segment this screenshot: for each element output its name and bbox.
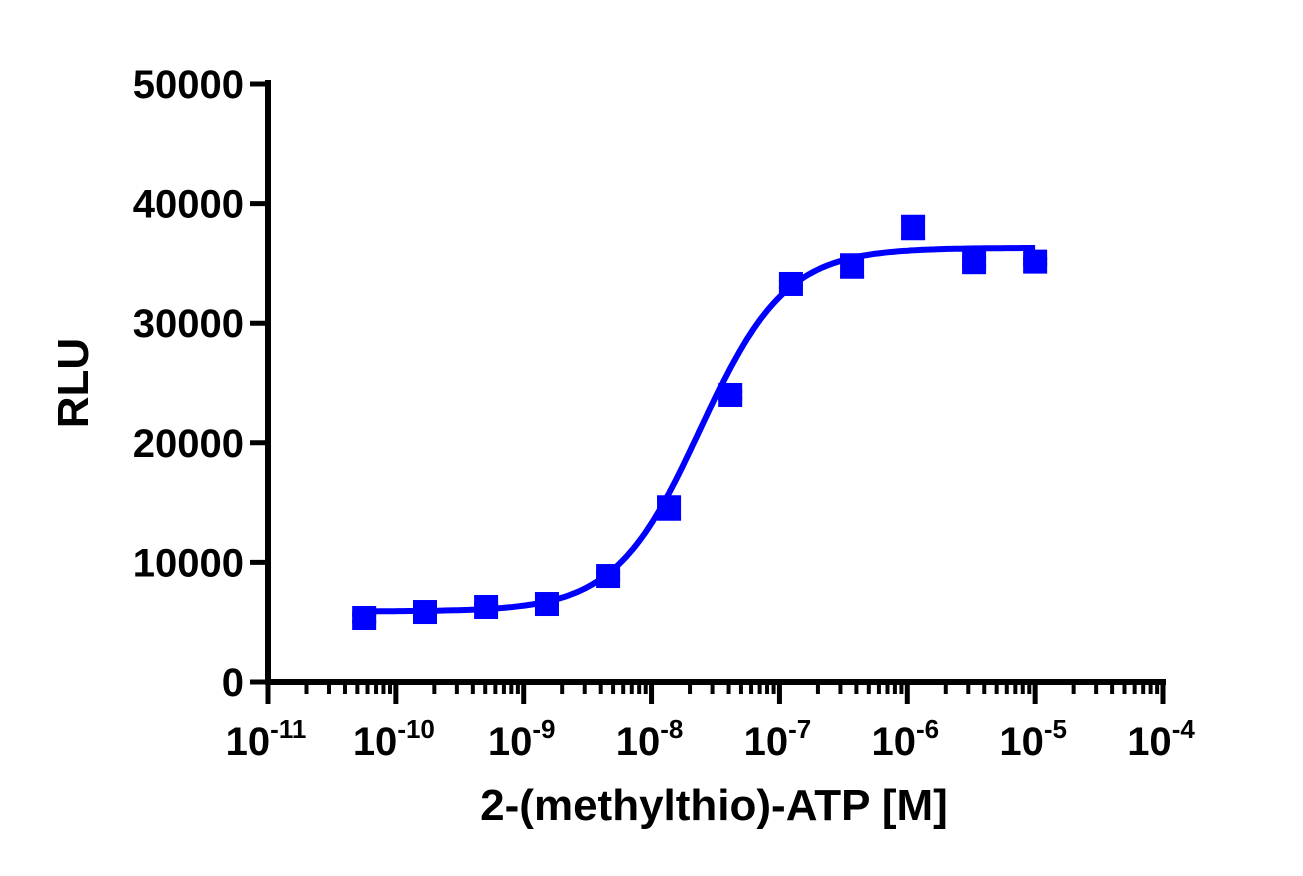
data-point (534, 592, 559, 617)
x-tick-label: 10-4 (1127, 714, 1195, 764)
y-tick-label: 20000 (133, 422, 244, 466)
data-point (778, 271, 803, 296)
y-tick-label: 0 (222, 661, 244, 705)
data-point (901, 215, 926, 240)
data-point (596, 564, 621, 589)
data-point (412, 600, 437, 625)
axes (250, 80, 1166, 704)
data-point (1023, 249, 1048, 274)
fit-curve (364, 245, 1036, 615)
data-point (718, 382, 743, 407)
x-tick-label: 10-6 (871, 714, 939, 764)
data-point (352, 606, 377, 631)
x-tick-label: 10-7 (744, 714, 812, 764)
y-tick-label: 10000 (133, 541, 244, 585)
x-tick-label: 10-11 (226, 714, 307, 764)
x-tick-label: 10-9 (488, 714, 556, 764)
y-tick-label: 50000 (133, 63, 244, 107)
x-axis-label: 2-(methylthio)-ATP [M] (480, 781, 948, 830)
data-point (840, 254, 865, 279)
y-tick-label: 40000 (133, 183, 244, 227)
y-axis-label: RLU (49, 338, 98, 428)
y-tick-label: 30000 (133, 302, 244, 346)
x-tick-label: 10-8 (616, 714, 684, 764)
tick-labels: 0 10000 20000 30000 40000 50000 10-11 10-10 10-9… (133, 63, 1196, 764)
data-point (474, 595, 499, 620)
x-tick-label: 10-5 (999, 714, 1067, 764)
data-point (962, 250, 987, 275)
data-point (657, 495, 682, 520)
x-tick-label: 10-10 (353, 714, 435, 764)
data-points (352, 214, 1048, 631)
